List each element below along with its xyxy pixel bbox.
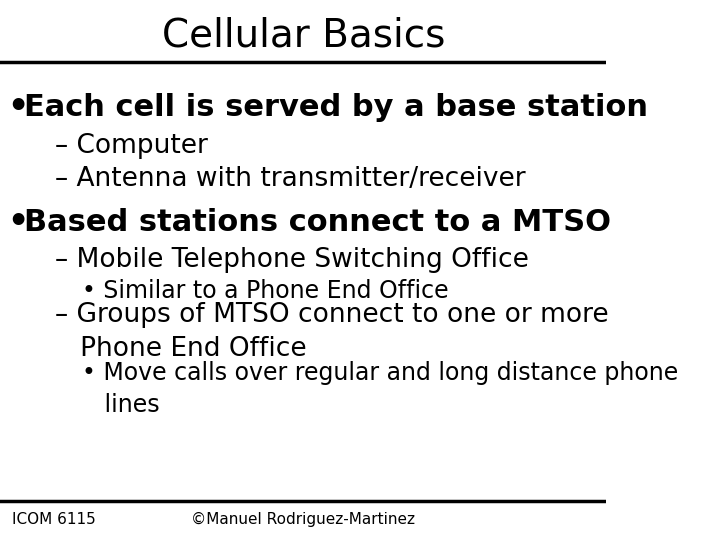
Text: ©Manuel Rodriguez-Martinez: ©Manuel Rodriguez-Martinez — [192, 512, 415, 527]
Text: •: • — [7, 91, 29, 125]
Text: Cellular Basics: Cellular Basics — [161, 16, 445, 54]
Text: – Mobile Telephone Switching Office: – Mobile Telephone Switching Office — [55, 247, 528, 273]
Text: – Groups of MTSO connect to one or more
   Phone End Office: – Groups of MTSO connect to one or more … — [55, 302, 608, 362]
Text: • Move calls over regular and long distance phone
   lines: • Move calls over regular and long dista… — [82, 361, 678, 416]
Text: Each cell is served by a base station: Each cell is served by a base station — [24, 93, 648, 123]
Text: Based stations connect to a MTSO: Based stations connect to a MTSO — [24, 208, 611, 237]
Text: ICOM 6115: ICOM 6115 — [12, 512, 96, 527]
Text: – Antenna with transmitter/receiver: – Antenna with transmitter/receiver — [55, 166, 525, 192]
Text: – Computer: – Computer — [55, 133, 207, 159]
Text: • Similar to a Phone End Office: • Similar to a Phone End Office — [82, 279, 449, 302]
Text: •: • — [7, 206, 29, 239]
